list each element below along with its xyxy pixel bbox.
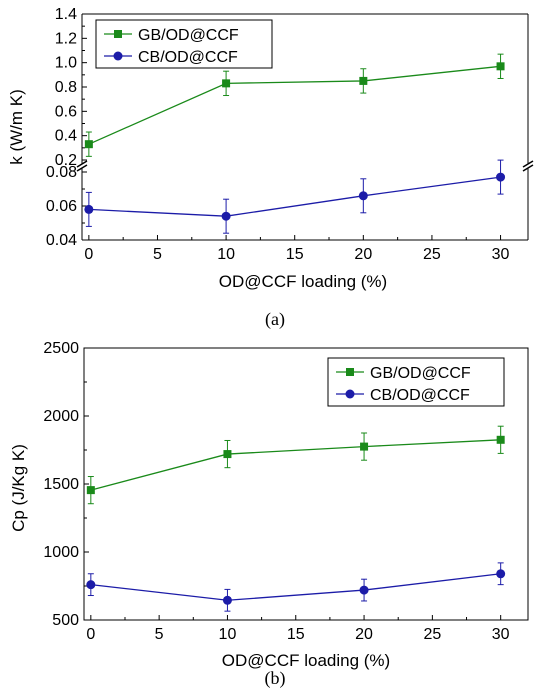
y-upper-tick-label-3: 0.8: [55, 79, 77, 96]
data-point-0-3: [496, 435, 505, 444]
x-tick-label-1: 5: [155, 626, 164, 643]
y-upper-tick-label-0: 0.2: [55, 152, 77, 169]
panel-label-a: (a): [265, 309, 285, 330]
x-tick-label-5: 25: [423, 626, 441, 643]
legend-label-1: CB/OD@CCF: [370, 387, 470, 404]
series-line-0: [88, 65, 501, 145]
y-upper-tick-label-2: 0.6: [55, 103, 77, 120]
axis-break-mark-left-2: [76, 164, 88, 172]
y-upper-tick-label-1: 0.4: [55, 128, 77, 145]
data-point-0-1: [222, 79, 231, 88]
data-point-1-1: [221, 211, 231, 221]
data-point-0-3: [496, 62, 505, 71]
y-tick-label-2: 1500: [43, 476, 79, 493]
legend-marker-0: [114, 30, 122, 38]
panel-label-b: (b): [265, 668, 286, 689]
y-axis-title: Cp (J/Kg K): [9, 444, 28, 532]
data-point-0-2: [359, 76, 368, 85]
data-point-0-1: [223, 450, 232, 459]
legend-box: [95, 19, 273, 69]
x-tick-label-0: 0: [86, 626, 95, 643]
y-tick-label-1: 1000: [43, 544, 79, 561]
y-upper-tick-label-6: 1.4: [55, 6, 77, 23]
data-point-1-3: [496, 569, 506, 579]
data-point-1-0: [86, 580, 96, 590]
y-axis-title: k (W/m K): [7, 89, 26, 165]
y-lower-tick-label-0: 0.04: [46, 232, 77, 249]
y-lower-tick-label-1: 0.06: [46, 198, 77, 215]
x-axis-title: OD@CCF loading (%): [222, 651, 390, 670]
chart-panel-b: (b) 500 1000 1500 2000 2500 0 5 10 15 20 25 30 OD@CC…: [9, 340, 529, 689]
series-line-0: [90, 439, 501, 491]
x-tick-label-5: 25: [423, 246, 441, 263]
chart-panel-a: (a) 0.2 0.4 0.6 0.8 1.0 1.2 1.4 0.04 0.06 0.08 0 5 1…: [7, 6, 534, 330]
data-point-0-2: [360, 442, 369, 451]
series-line-1: [88, 176, 501, 217]
x-tick-label-6: 30: [492, 246, 510, 263]
data-point-0-0: [86, 486, 95, 495]
axis-break-mark-right-2: [522, 164, 534, 172]
legend-box: [327, 357, 505, 407]
y-upper-tick-label-4: 1.0: [55, 55, 77, 72]
legend-marker-0: [346, 368, 354, 376]
x-tick-label-4: 20: [355, 626, 373, 643]
x-tick-label-0: 0: [84, 246, 93, 263]
axis-break-mark-right-1: [522, 160, 534, 168]
data-point-1-0: [84, 204, 94, 214]
x-tick-label-4: 20: [354, 246, 372, 263]
data-point-1-2: [358, 191, 368, 201]
x-tick-label-6: 30: [492, 626, 510, 643]
legend-marker-1: [113, 51, 123, 61]
data-point-1-1: [222, 595, 232, 605]
legend-label-0: GB/OD@CCF: [370, 365, 471, 382]
x-axis-title: OD@CCF loading (%): [219, 272, 387, 291]
y-tick-label-0: 500: [52, 612, 79, 629]
y-tick-label-4: 2500: [43, 340, 79, 357]
legend-marker-1: [345, 389, 355, 399]
x-tick-label-1: 5: [153, 246, 162, 263]
y-upper-tick-label-5: 1.2: [55, 30, 77, 47]
series-line-1: [90, 573, 501, 601]
data-point-0-0: [84, 140, 93, 149]
x-tick-label-3: 15: [287, 626, 305, 643]
y-tick-label-3: 2000: [43, 408, 79, 425]
data-point-1-3: [496, 172, 506, 182]
data-point-1-2: [359, 585, 369, 595]
axis-break-mark-left-1: [76, 160, 88, 168]
legend-label-1: CB/OD@CCF: [138, 49, 238, 66]
x-tick-label-3: 15: [286, 246, 304, 263]
x-tick-label-2: 10: [219, 626, 237, 643]
x-tick-label-2: 10: [217, 246, 235, 263]
y-lower-tick-label-2: 0.08: [46, 164, 77, 181]
legend-label-0: GB/OD@CCF: [138, 27, 239, 44]
